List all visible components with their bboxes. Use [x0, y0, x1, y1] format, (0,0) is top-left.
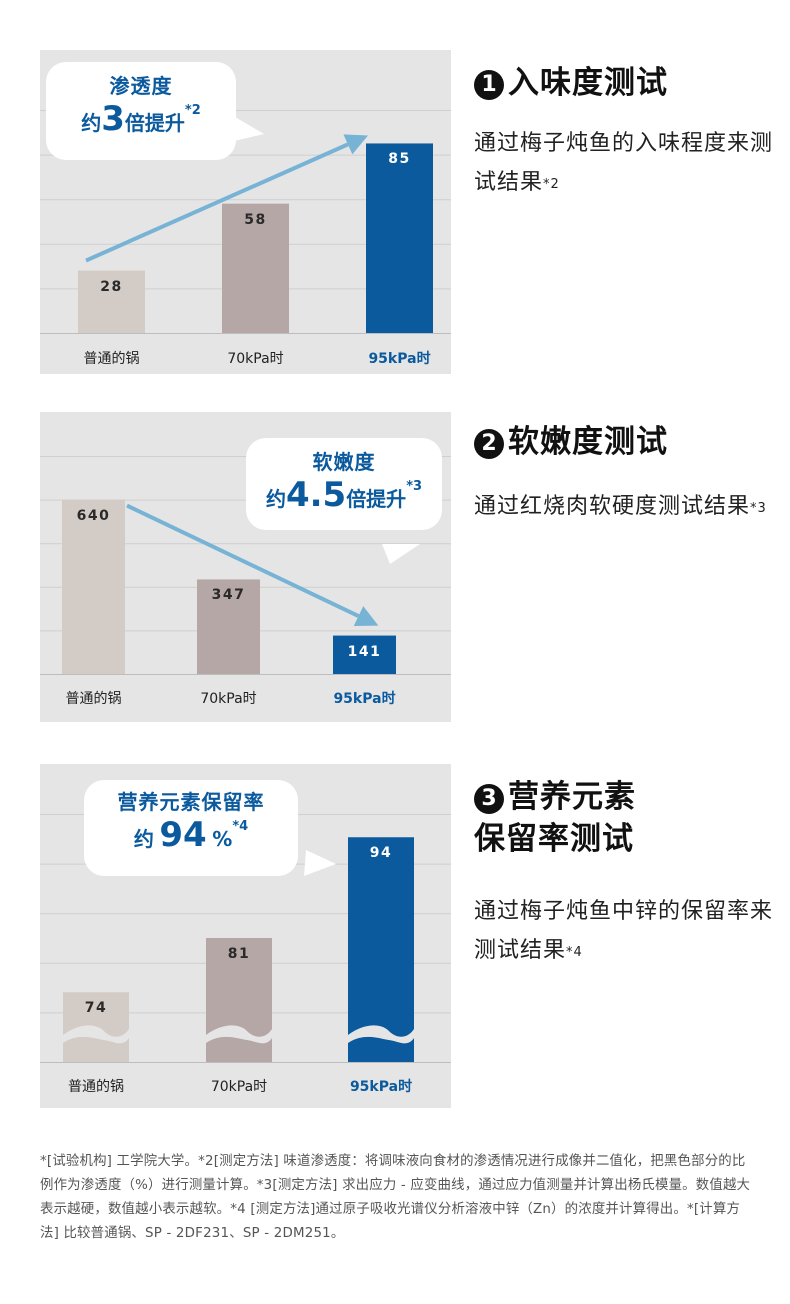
trend-arrow-line	[85, 142, 349, 263]
category-label: 95kPa时	[349, 1079, 413, 1095]
section-heading: 3 营养元素 保留率测试	[474, 776, 636, 860]
bar-2	[222, 203, 289, 333]
callout-suffix: 倍提升	[346, 487, 407, 511]
axis-break-wave	[206, 1025, 272, 1044]
section-description: 通过红烧肉软硬度测试结果*3	[474, 494, 767, 519]
bar-value-label: 640	[76, 507, 111, 524]
chart-panel-tenderness: 软嫩度 约4.5倍提升*3 640 普通的锅 347 70kPa时 141 95kPa时	[40, 412, 451, 722]
axis-break-wave	[348, 1025, 414, 1044]
bar-value-label: 28	[100, 278, 123, 295]
category-label: 普通的锅	[65, 691, 122, 707]
callout-number: 4.5	[285, 475, 347, 515]
callout-prefix: 约	[133, 827, 154, 851]
callout-suffix: 倍提升	[124, 111, 185, 135]
bar-1	[78, 270, 145, 333]
bar-chart-tenderness	[40, 456, 451, 675]
callout-footnote-ref: *2	[184, 103, 201, 118]
bar-value-label: 141	[347, 643, 382, 660]
bar-value-label: 74	[84, 1000, 108, 1017]
bar-3	[333, 635, 396, 674]
section-number-badge: 3	[474, 784, 504, 814]
callout-number: 3	[101, 99, 125, 139]
category-label: 70kPa时	[227, 351, 284, 367]
description-footnote-ref: *4	[566, 945, 583, 960]
trend-arrow-head	[353, 606, 379, 627]
callout-title: 营养元素保留率	[117, 790, 265, 814]
trend-arrow-line	[126, 503, 360, 618]
chart-panel-nutrient-retention: 营养元素保留率 约 94 %*4 74 普通的锅 81 70kPa时 94 95kPa时	[40, 764, 451, 1108]
chart-panel-penetration: 渗透度 约3倍提升*2 28 普通的锅 58 70kPa时 85 95kPa时	[40, 50, 451, 374]
section-description: 通过梅子炖鱼中锌的保留率来测试结果*4	[474, 899, 774, 963]
section-heading: 2 软嫩度测试	[474, 421, 668, 463]
bar-3	[366, 143, 433, 333]
bar-value-label: 58	[244, 211, 267, 228]
section-title-line: 保留率测试	[474, 821, 634, 857]
bar-2	[197, 579, 260, 674]
callout-bubble: 软嫩度 约4.5倍提升*3	[246, 438, 442, 530]
section-title-line: 入味度测试	[508, 65, 668, 101]
category-label: 95kPa时	[368, 351, 431, 367]
callout-tail	[304, 850, 336, 876]
description-footnote-ref: *3	[750, 501, 767, 516]
bar-3	[348, 837, 414, 1062]
callout-bubble: 营养元素保留率 约 94 %*4	[84, 780, 298, 876]
category-label: 70kPa时	[210, 1079, 268, 1095]
callout-tail	[382, 544, 420, 564]
callout-prefix: 约	[265, 487, 286, 511]
bar-chart-penetration	[40, 110, 451, 334]
callout-footnote-ref: *4	[232, 819, 249, 834]
category-label: 普通的锅	[68, 1079, 124, 1095]
category-label: 70kPa时	[200, 691, 257, 707]
bar-value-label: 85	[388, 151, 411, 168]
callout-prefix: 约	[81, 111, 102, 135]
category-label: 普通的锅	[83, 351, 140, 367]
callout-title: 渗透度	[109, 74, 173, 98]
section-description: 通过梅子炖鱼的入味程度来测试结果*2	[474, 131, 774, 195]
section-heading: 1 入味度测试	[474, 62, 668, 104]
bar-1	[62, 499, 125, 674]
bar-value-label: 94	[369, 845, 393, 862]
category-label: 95kPa时	[333, 691, 396, 707]
trend-arrow-head	[343, 134, 368, 155]
callout-suffix: %	[212, 827, 233, 851]
callout-footnote-ref: *3	[406, 479, 423, 494]
footnote-text: *[试验机构] 工学院大学。*2[测定方法] 味道渗透度：将调味液向食材的渗透情…	[40, 1154, 751, 1241]
section-number-badge: 1	[474, 70, 504, 100]
section-title-line: 软嫩度测试	[508, 424, 668, 460]
callout-bubble: 渗透度 约3倍提升*2	[46, 62, 236, 160]
description-footnote-ref: *2	[543, 177, 560, 192]
callout-number: 94	[159, 815, 207, 855]
section-number-badge: 2	[474, 429, 504, 459]
bar-value-label: 81	[227, 946, 251, 962]
section-title-line: 营养元素	[508, 779, 636, 815]
callout-title: 软嫩度	[312, 450, 376, 474]
axis-break-wave	[63, 1025, 129, 1044]
callout-tail	[230, 114, 264, 142]
bar-value-label: 347	[211, 587, 246, 604]
